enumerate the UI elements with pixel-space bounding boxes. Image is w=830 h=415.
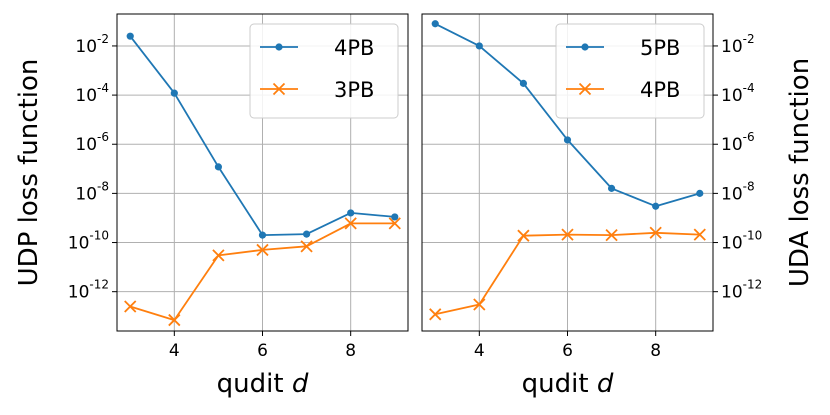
- data-point: [212, 249, 225, 262]
- data-point: [347, 209, 355, 217]
- x-axis-label: qudit d: [217, 369, 309, 399]
- data-point: [561, 228, 574, 241]
- y-tick-label: 10-10: [68, 229, 109, 254]
- data-point: [429, 308, 442, 321]
- x-tick-label: 4: [474, 341, 485, 361]
- data-point: [302, 230, 311, 238]
- y-tick-label: 10-4: [721, 81, 755, 106]
- data-point: [170, 89, 178, 97]
- y-tick-label: 10-8: [75, 179, 109, 204]
- left-panel: 4 6 8 10-2 10-4 10-6 10-8 10-10 10-12 qudit d UDP …: [14, 13, 409, 399]
- y-tick-label: 10-4: [75, 81, 109, 106]
- y-tick-label: 10-8: [721, 179, 755, 204]
- legend: 4PB 3PB: [249, 23, 399, 119]
- legend-marker: [275, 43, 283, 51]
- x-tick-label: 8: [345, 341, 356, 361]
- data-point: [344, 217, 357, 230]
- data-point: [563, 136, 572, 144]
- data-point: [391, 213, 399, 221]
- x-tick-label: 6: [562, 341, 573, 361]
- data-point: [696, 189, 704, 197]
- y-tick-label: 10-12: [68, 278, 109, 303]
- x-axis-label: qudit d: [522, 369, 614, 399]
- x-tick-label: 8: [650, 341, 661, 361]
- legend-label: 5PB: [640, 36, 680, 60]
- legend-box: [555, 23, 705, 119]
- y-tick-label: 10-2: [721, 32, 755, 57]
- data-point: [300, 240, 313, 253]
- data-point: [258, 231, 267, 239]
- legend-label: 3PB: [334, 78, 374, 102]
- data-point: [168, 313, 181, 327]
- legend-label: 4PB: [334, 36, 374, 60]
- legend-label: 4PB: [640, 78, 680, 102]
- data-point: [214, 163, 223, 171]
- y-tick-label: 10-6: [721, 130, 755, 155]
- y-axis-label: UDA loss function: [785, 58, 815, 287]
- data-point: [519, 79, 528, 87]
- data-point: [388, 217, 401, 230]
- x-tick-label: 6: [257, 341, 268, 361]
- data-point: [126, 32, 134, 40]
- legend-marker: [272, 82, 286, 96]
- x-tick-label: 4: [169, 341, 180, 361]
- legend-box: [249, 23, 399, 119]
- y-tick-label: 10-12: [721, 278, 762, 303]
- legend-marker: [581, 43, 589, 51]
- data-point: [517, 229, 530, 242]
- y-axis-label: UDP loss function: [14, 59, 44, 287]
- y-tick-label: 10-6: [75, 130, 109, 155]
- data-point: [124, 300, 137, 313]
- y-tick-label: 10-2: [75, 32, 109, 57]
- data-point: [256, 243, 269, 257]
- y-tick-label: 10-10: [721, 229, 762, 254]
- data-point: [652, 202, 660, 210]
- data-point: [475, 42, 483, 50]
- right-panel: 4 6 8 10-2 10-4 10-6 10-8 10-10 10-12 qudit d UDA …: [421, 13, 815, 399]
- data-point: [607, 184, 616, 192]
- data-point: [693, 228, 706, 241]
- data-point: [649, 226, 662, 239]
- legend: 5PB 4PB: [555, 23, 705, 119]
- data-point: [605, 229, 618, 242]
- data-point: [431, 20, 439, 28]
- data-point: [473, 298, 486, 311]
- legend-marker: [578, 82, 592, 96]
